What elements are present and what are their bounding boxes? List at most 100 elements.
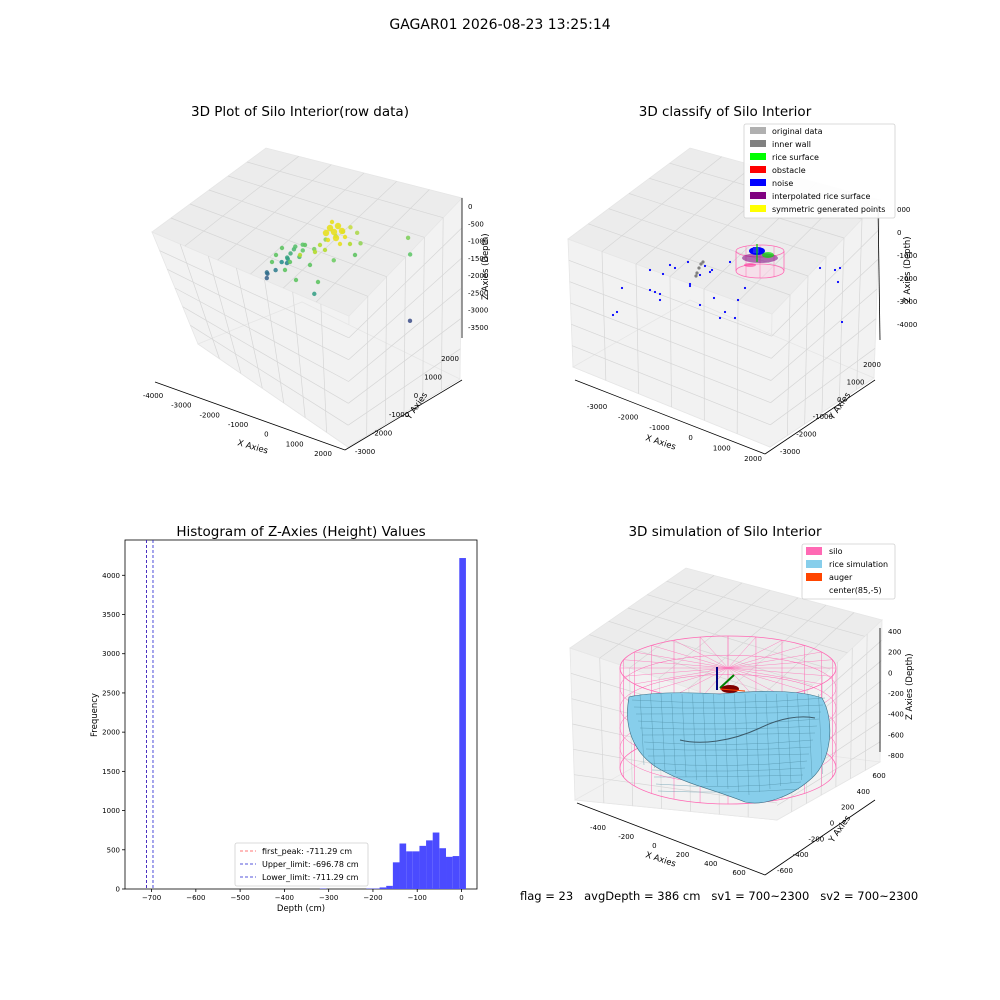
plot4-ylabel: Y Axies: [827, 813, 854, 845]
plot1-z-tick-label: -1500: [468, 255, 488, 263]
plot1-point: [348, 225, 353, 230]
plot4-x-tick-label: 0: [652, 842, 656, 850]
plot1-point: [337, 241, 343, 247]
plot2-noise-point: [723, 310, 727, 314]
plot4-z-tick-label: 200: [888, 649, 901, 657]
plot4-y-tick-label: 600: [872, 772, 885, 780]
plot4-y-tick-label: 0: [830, 820, 834, 828]
plot3-frame: [124, 539, 478, 890]
plot2-legend-swatch: [750, 140, 766, 147]
plot1-point: [312, 249, 318, 255]
plot2-noise-point: [818, 266, 822, 270]
plot4-y-tick-label: -200: [808, 835, 824, 843]
plot1-point: [329, 219, 335, 225]
plot4-legend-swatch: [806, 547, 822, 555]
plot4-y-axis-line: [764, 799, 876, 876]
plot3-x-tick-label: −100: [408, 894, 427, 902]
plot1-point: [315, 279, 321, 285]
plot2-noise-point: [658, 298, 662, 302]
plot3-bar: [399, 843, 407, 889]
plot4-z-tick-label: -800: [888, 752, 904, 760]
plot2-noise-point: [840, 320, 844, 324]
plot2-z-tick-label: -1000: [897, 252, 917, 260]
plot2-legend-label: inner wall: [772, 140, 811, 149]
plot1-x-tick-label: -3000: [171, 402, 191, 410]
plot3-bar: [426, 840, 433, 889]
plot2-x-ticks: -3000 -2000 -1000 0 1000 2000: [587, 403, 762, 463]
plot2-y-axis-line: [764, 379, 876, 455]
plot2-y-ticks: 2000 1000 0 -1000 -2000 -3000: [780, 361, 881, 456]
plot4-x-tick-label: -200: [618, 833, 634, 841]
plot3-y-tick-label: 3000: [102, 650, 120, 658]
plot3-y-tick-label: 2500: [102, 689, 120, 697]
plot3-x-ticks: −700 −600 −500 −400 −300 −200 −100 0: [142, 889, 464, 902]
plot2-z-tick-label: -3000: [897, 298, 917, 306]
plot2-silo-cylinder: [735, 244, 785, 279]
plot2-legend-swatch: [750, 153, 766, 160]
plot3-legend-label: Lower_limit: -711.29 cm: [262, 873, 359, 882]
plot3-vlines: [146, 540, 154, 889]
plot1-point: [322, 247, 328, 253]
plot1-point: [273, 252, 279, 258]
plot2-x-tick-label: -1000: [649, 424, 669, 432]
plot4-z-tick-label: 400: [888, 628, 901, 636]
plot2-y-tick-label: 1000: [847, 378, 865, 386]
plot3-legend-label: Upper_limit: -696.78 cm: [262, 860, 359, 869]
plot4-surface-ridge: [679, 716, 816, 743]
plot2-inner-wall-point: [697, 266, 701, 270]
plot1-point: [407, 318, 413, 324]
plot3-legend-label: first_peak: -711.29 cm: [262, 847, 352, 856]
plot1-point: [312, 291, 317, 297]
plot2-xlabel: X Axies: [644, 433, 677, 452]
plot1-point: [334, 222, 342, 230]
plot3-bar: [432, 832, 440, 889]
plot4-legend-label: rice simulation: [829, 560, 888, 569]
plot1-y-tick-label: 0: [414, 392, 418, 400]
plot1-point: [284, 255, 290, 260]
plot1-point: [279, 259, 284, 265]
plot4-auger: [716, 667, 746, 693]
plot2-noise-point: [836, 280, 840, 284]
plot2-title: 3D classify of Silo Interior: [638, 104, 812, 120]
plot4-zlabel: Z Axies (Depth): [905, 653, 915, 720]
plot2-noise-point: [688, 282, 692, 286]
plot3-x-tick-label: −300: [319, 894, 338, 902]
plot2-noise-point: [708, 270, 712, 274]
plot1-x-tick-label: -1000: [228, 421, 248, 429]
plot2-x-tick-label: 2000: [744, 455, 762, 463]
plot1-point: [293, 277, 299, 283]
plot1-point: [288, 251, 293, 256]
plot1-point: [279, 245, 285, 251]
plot1-x-tick-label: 2000: [314, 450, 332, 458]
plot2-noise-point: [712, 296, 716, 300]
plot1-point: [264, 270, 270, 275]
plot2-noise-point: [703, 264, 707, 268]
plot2-noise-point: [615, 310, 619, 314]
plot4-y-tick-label: 200: [841, 804, 854, 812]
plot3-y-tick-label: 4000: [102, 572, 120, 580]
plot2-y-tick-label: 0: [837, 396, 841, 404]
plot2-z-axis-line: [877, 204, 881, 341]
plot1-point: [358, 241, 363, 246]
plot1-point: [287, 259, 293, 265]
plot4-legend-swatch: [806, 560, 822, 568]
plot2-noise-point: [833, 268, 837, 272]
plot4-legend-swatch: [806, 586, 822, 594]
plot1-y-tick-label: -2000: [372, 429, 392, 437]
figure-suptitle: GAGAR01 2026-08-23 13:25:14: [389, 17, 611, 33]
plot3-bar: [379, 887, 387, 889]
plot2-legend-label: interpolated rice surface: [772, 192, 870, 201]
plot2-z-tick-label: -2000: [897, 275, 917, 283]
plot2-legend-label: noise: [772, 179, 793, 188]
plot3-axes: −700 −600 −500 −400 −300 −200 −100 0 0 500 1000 15…: [90, 539, 478, 914]
plot2-noise-point: [686, 260, 690, 264]
plot2-noise-point: [838, 266, 842, 270]
plot1-y-tick-label: -3000: [355, 448, 375, 456]
plot2-noise-point: [698, 273, 702, 277]
plot4-x-tick-label: 600: [732, 869, 745, 877]
plot2-noise-point: [673, 266, 677, 270]
plot2-inner-wall-point: [694, 274, 698, 278]
